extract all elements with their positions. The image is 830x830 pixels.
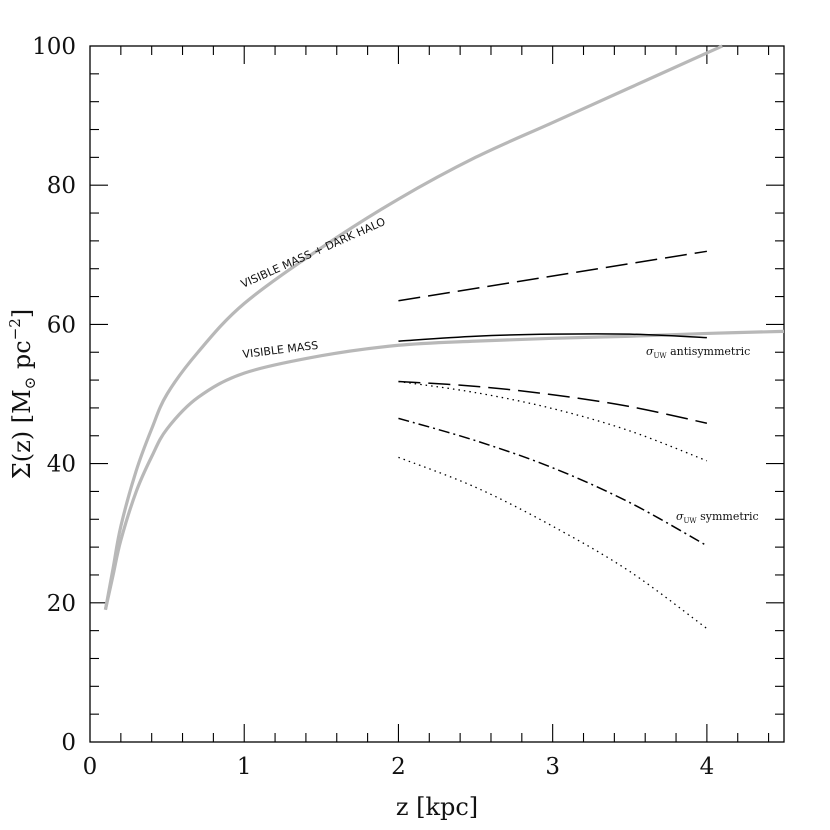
y-tick-label: 0 bbox=[61, 730, 76, 756]
annotation-sym-sigma: σ bbox=[676, 510, 684, 523]
x-tick-labels: 0 1 2 3 4 bbox=[83, 754, 715, 780]
y-tick-label: 100 bbox=[32, 34, 76, 60]
series-line-1 bbox=[103, 44, 723, 611]
series-line-2 bbox=[103, 329, 785, 611]
y-axis-title-mid: pc bbox=[8, 340, 36, 376]
x-axis-title: z [kpc] bbox=[396, 793, 478, 821]
annotation-sym-sub: UW bbox=[684, 517, 698, 525]
y-tick-label: 60 bbox=[47, 312, 76, 338]
x-tick-label: 2 bbox=[391, 754, 406, 780]
y-axis-title: Σ(z) [M⊙ pc−2] bbox=[6, 309, 39, 479]
annotation-antisymmetric: σUW antisymmetric bbox=[646, 345, 750, 360]
y-axis-title-main: Σ(z) [M bbox=[8, 389, 36, 479]
series-line-5 bbox=[398, 380, 708, 424]
plot-frame bbox=[89, 45, 785, 743]
series-layer bbox=[103, 44, 785, 630]
y-axis-title-sup: −2 bbox=[6, 318, 24, 340]
x-tick-label: 1 bbox=[237, 754, 252, 780]
curve-label-visible-halo: VISIBLE MASS + DARK HALO bbox=[239, 215, 388, 291]
y-axis-title-end: ] bbox=[8, 309, 36, 318]
y-tick-label: 20 bbox=[47, 591, 76, 617]
y-tick-label: 40 bbox=[47, 452, 76, 478]
series-line-6 bbox=[398, 380, 708, 462]
annotation-symmetric: σUW symmetric bbox=[676, 510, 759, 525]
y-axis-title-sub: ⊙ bbox=[21, 377, 39, 390]
minor-ticks bbox=[90, 46, 784, 742]
x-tick-label: 4 bbox=[700, 754, 715, 780]
y-tick-labels: 0 20 40 60 80 100 bbox=[32, 34, 76, 756]
series-line-7 bbox=[398, 417, 708, 547]
annotation-sym-text: symmetric bbox=[697, 510, 759, 523]
annotation-antisym-sub: UW bbox=[654, 352, 668, 360]
series-line-8 bbox=[398, 456, 708, 630]
x-tick-label: 3 bbox=[545, 754, 560, 780]
series-line-4 bbox=[398, 333, 707, 342]
annotation-antisym-sigma: σ bbox=[646, 345, 654, 358]
annotation-antisym-text: antisymmetric bbox=[667, 345, 751, 358]
y-tick-label: 80 bbox=[47, 173, 76, 199]
series-line-3 bbox=[398, 250, 708, 302]
x-tick-label: 0 bbox=[83, 754, 98, 780]
